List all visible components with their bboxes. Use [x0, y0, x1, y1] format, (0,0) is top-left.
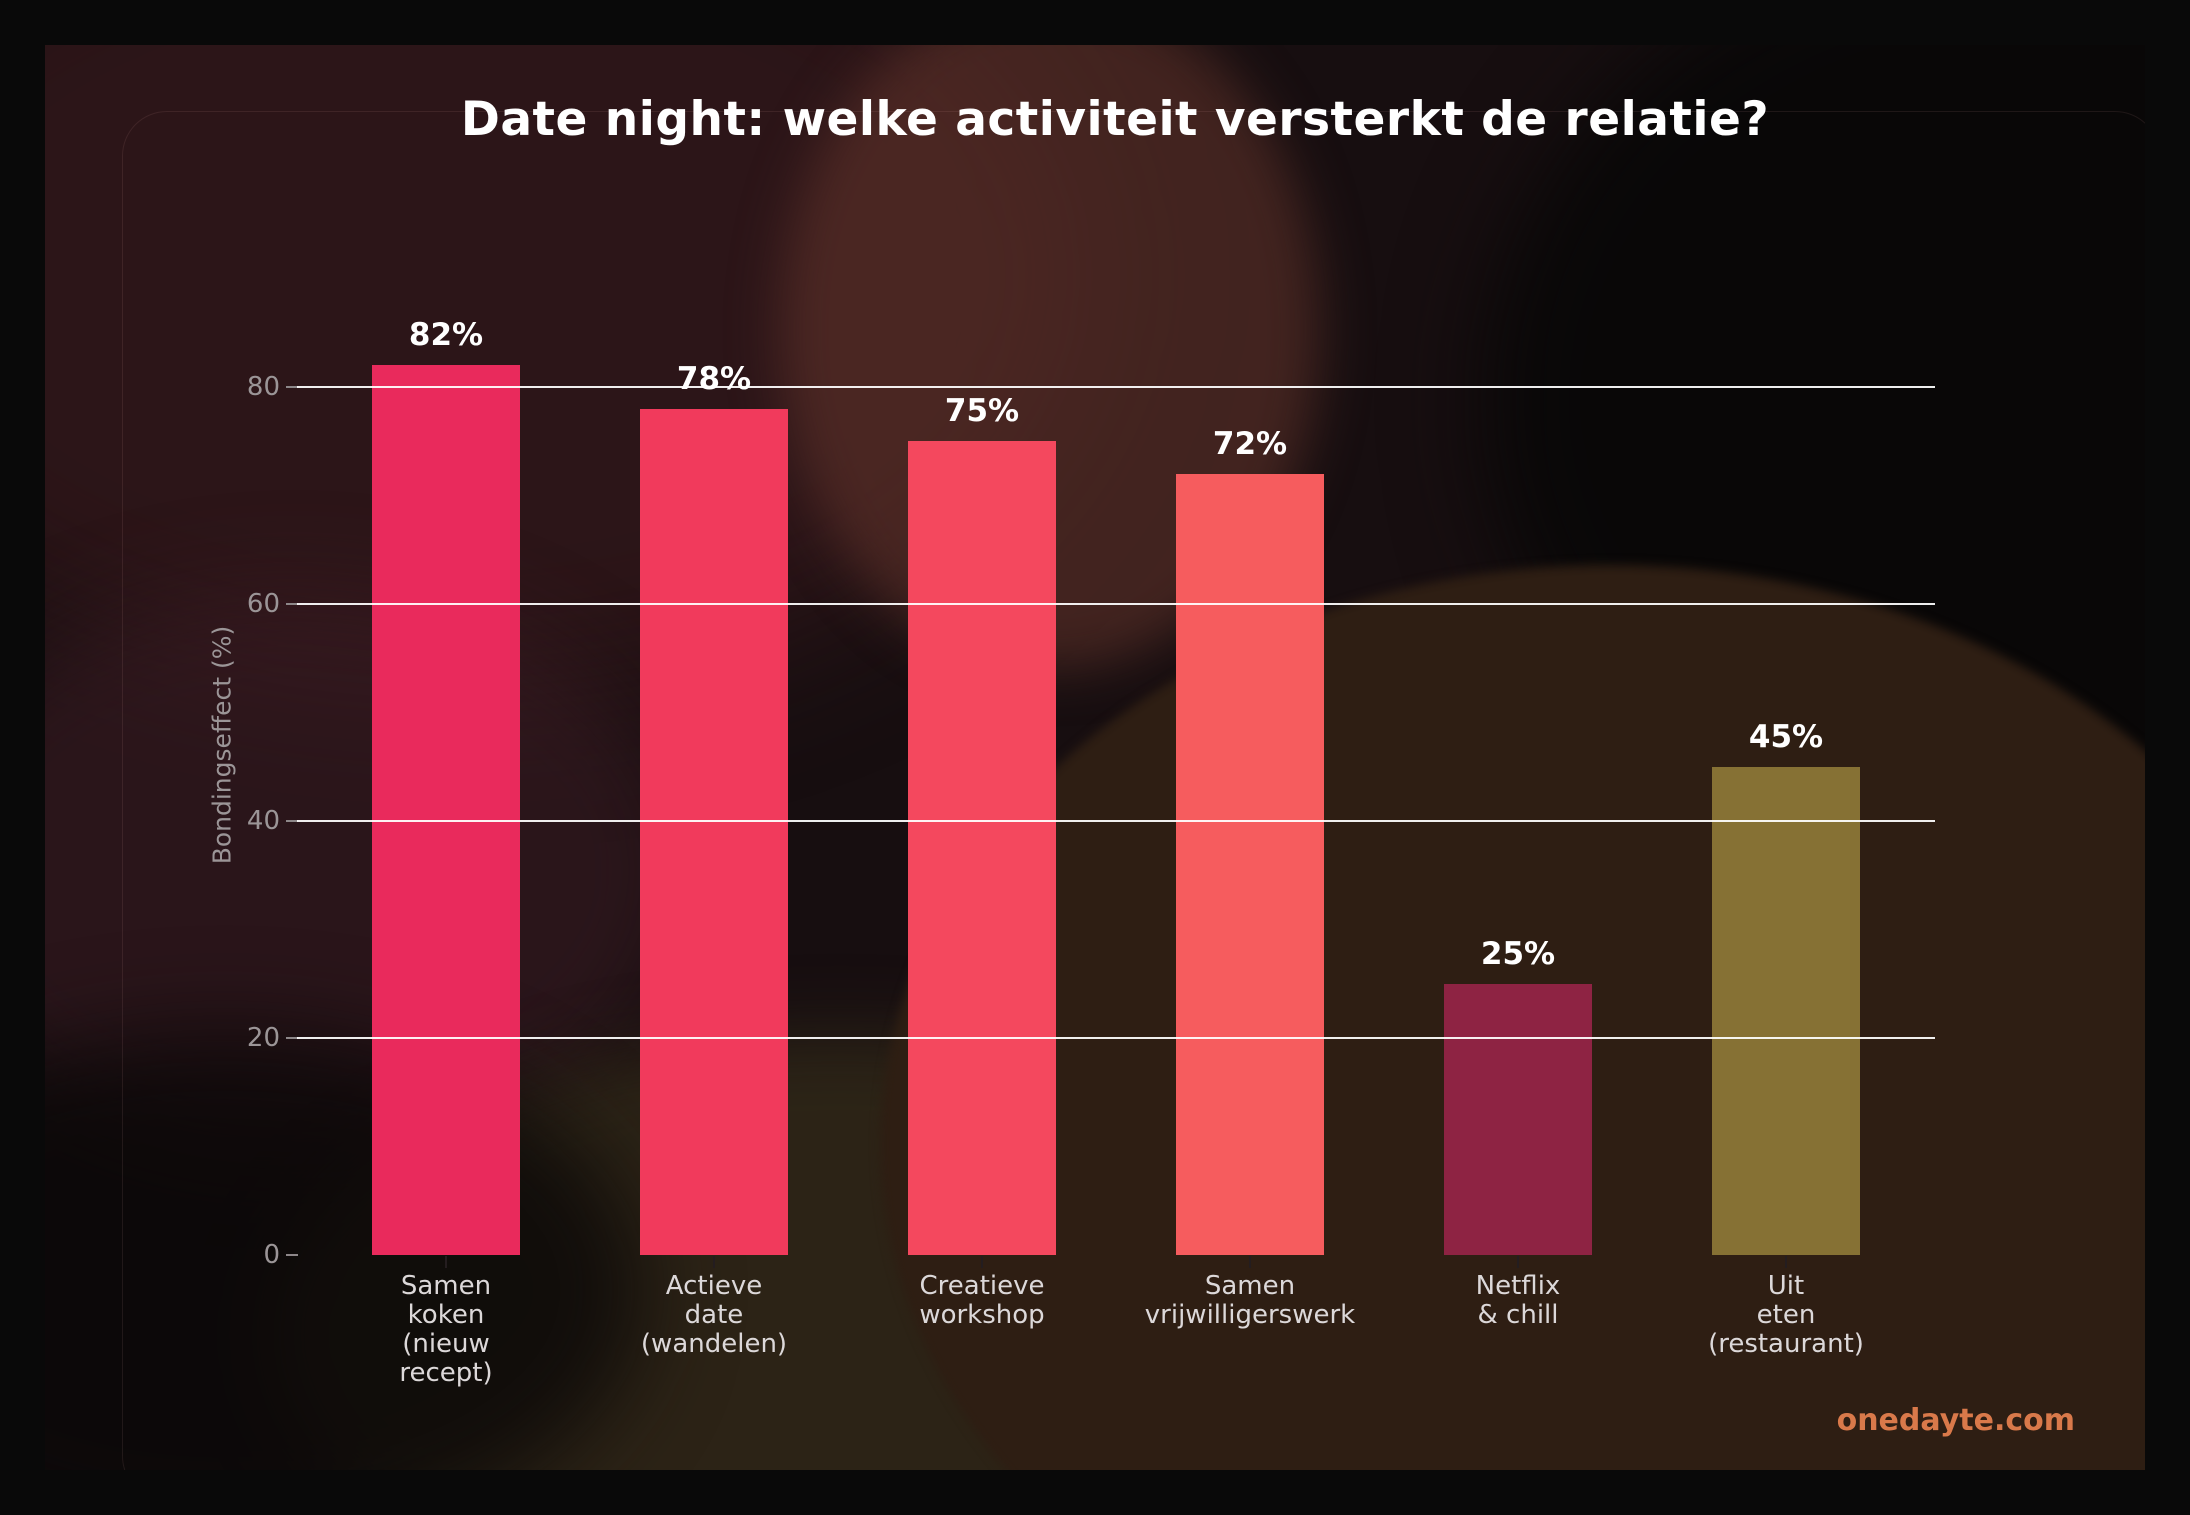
y-tick-mark-0 [286, 1254, 298, 1256]
y-tick-label-20: 20 [246, 1023, 280, 1053]
watermark: onedayte.com [1836, 1403, 2075, 1438]
bar-value-label-0: 82% [408, 317, 484, 354]
x-category-label-4: Netflix & chill [1475, 1271, 1561, 1330]
x-category-label-0: Samen koken (nieuw recept) [399, 1271, 493, 1388]
bar-value-label-4: 25% [1480, 935, 1556, 972]
y-tick-label-80: 80 [246, 372, 280, 402]
gridline-80 [297, 386, 1935, 388]
x-tick-mark-1 [713, 1256, 715, 1268]
x-tick-mark-4 [1517, 1256, 1519, 1268]
x-tick-mark-5 [1785, 1256, 1787, 1268]
bar-value-label-5: 45% [1748, 718, 1824, 755]
y-tick-label-40: 40 [246, 806, 280, 836]
y-tick-mark-80 [286, 386, 298, 388]
inner-frame-border [122, 111, 2145, 1470]
x-category-label-5: Uit eten (restaurant) [1708, 1271, 1864, 1359]
chart-title: Date night: welke activiteit versterkt d… [460, 92, 1770, 147]
bar-1 [640, 408, 788, 1255]
y-tick-label-0: 0 [263, 1240, 280, 1270]
x-category-label-3: Samen vrijwilligerswerk [1144, 1271, 1356, 1330]
bar-value-label-2: 75% [944, 393, 1020, 430]
gridline-40 [297, 820, 1935, 822]
x-tick-mark-3 [1249, 1256, 1251, 1268]
bar-2 [908, 441, 1056, 1255]
gridline-60 [297, 603, 1935, 605]
y-tick-mark-60 [286, 603, 298, 605]
x-tick-mark-0 [445, 1256, 447, 1268]
x-category-label-1: Actieve date (wandelen) [640, 1271, 788, 1359]
bar-5 [1712, 766, 1860, 1255]
gridline-20 [297, 1037, 1935, 1039]
bar-4 [1444, 983, 1592, 1255]
y-tick-label-60: 60 [246, 589, 280, 619]
bar-3 [1176, 473, 1324, 1255]
y-tick-mark-40 [286, 820, 298, 822]
x-category-label-2: Creatieve workshop [919, 1271, 1045, 1330]
bar-value-label-1: 78% [676, 360, 752, 397]
x-tick-mark-2 [981, 1256, 983, 1268]
bar-value-label-3: 72% [1212, 425, 1288, 462]
y-tick-mark-20 [286, 1037, 298, 1039]
bar-0 [372, 365, 520, 1255]
